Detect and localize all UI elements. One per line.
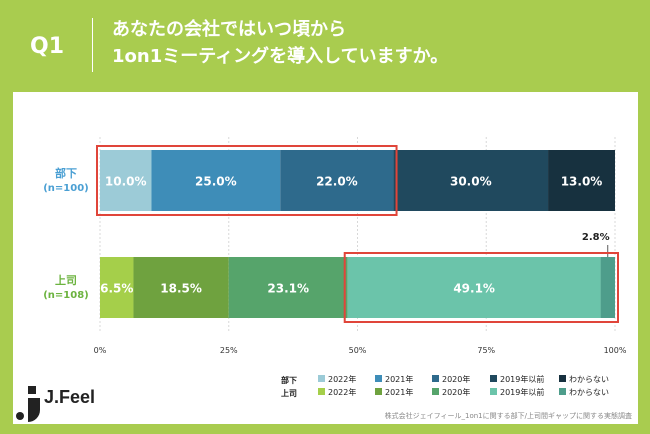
legend-swatch [490, 388, 497, 395]
legend-label: 2019年以前 [500, 374, 544, 384]
legend-swatch [318, 388, 325, 395]
row-label: 部下 [55, 166, 77, 180]
bar-segment [347, 257, 601, 318]
header-divider [92, 18, 93, 72]
legend-label: 2022年 [328, 374, 356, 384]
stacked-bar-chart: 0% 25% 50% 75% 100% 部下 (n=100) 10.0% 25.0% 22.0% 3… [43, 137, 627, 398]
legend-swatch [559, 388, 566, 395]
x-tick-label: 25% [220, 346, 238, 355]
bar-segment [600, 257, 615, 318]
legend-label: 2020年 [442, 374, 470, 384]
legend-label: 2022年 [328, 387, 356, 397]
footnote: 株式会社ジェイフィール_1on1に関する部下/上司間ギャップに関する実態調査 [384, 412, 632, 420]
highlight-box [343, 252, 619, 323]
x-tick-label: 0% [94, 346, 107, 355]
data-label: 49.1% [453, 282, 495, 296]
row-label: 上司 [55, 273, 77, 287]
data-label: 10.0% [105, 175, 147, 189]
bar-segment [393, 150, 549, 211]
jfeel-logo-icon [16, 386, 40, 422]
legend-label: わからない [569, 388, 609, 397]
x-tick-label: 50% [349, 346, 367, 355]
chart-card: 0% 25% 50% 75% 100% 部下 (n=100) 10.0% 25.0% 22.0% 3… [13, 92, 638, 424]
legend-label: 2021年 [385, 374, 413, 384]
data-label: 2.8% [582, 232, 610, 243]
bar-segment [133, 257, 229, 318]
legend-swatch [559, 375, 566, 382]
legend-row-label: 部下 [281, 375, 297, 385]
question-number: Q1 [30, 34, 65, 59]
question-line-2: 1on1ミーティングを導入していますか。 [112, 46, 449, 67]
bar-segment [280, 150, 394, 211]
legend-swatch [318, 375, 325, 382]
legend-label: 2021年 [385, 387, 413, 397]
x-tick-label: 75% [477, 346, 495, 355]
data-label: 13.0% [561, 175, 603, 189]
data-label: 25.0% [195, 175, 237, 189]
row-n-label: (n=100) [43, 183, 89, 194]
data-label: 30.0% [450, 175, 492, 189]
legend-row-label: 上司 [281, 388, 297, 398]
legend-swatch [432, 388, 439, 395]
legend-label: わからない [569, 375, 609, 384]
legend-label: 2019年以前 [500, 387, 544, 397]
bar-segment [100, 257, 134, 318]
x-tick-label: 100% [604, 346, 627, 355]
header: Q1 あなたの会社ではいつ頃から 1on1ミーティングを導入していますか。 [0, 0, 650, 92]
legend-swatch [375, 388, 382, 395]
legend-swatch [490, 375, 497, 382]
data-label: 23.1% [267, 282, 309, 296]
legend-label: 2020年 [442, 387, 470, 397]
legend-swatch [375, 375, 382, 382]
bar-segment [228, 257, 348, 318]
data-label: 18.5% [160, 282, 202, 296]
row-n-label: (n=108) [43, 290, 89, 301]
bar-segment [548, 150, 615, 211]
bar-segment [100, 150, 152, 211]
highlight-box [96, 145, 398, 216]
bar-segment [151, 150, 281, 211]
question-line-1: あなたの会社ではいつ頃から [112, 19, 346, 40]
question-text: あなたの会社ではいつ頃から 1on1ミーティングを導入していますか。 [112, 16, 448, 70]
brand-name: J.Feel [44, 387, 96, 407]
data-label: 6.5% [100, 282, 133, 296]
data-label: 22.0% [316, 175, 358, 189]
legend-swatch [432, 375, 439, 382]
